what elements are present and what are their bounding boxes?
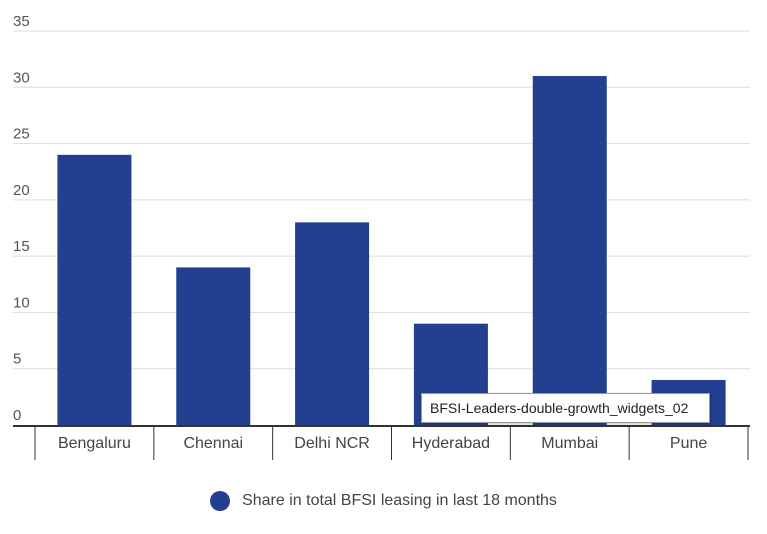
y-tick-label-35: 35: [13, 13, 30, 30]
bar-mumbai[interactable]: [532, 76, 607, 426]
y-tick-label-5: 5: [13, 351, 21, 368]
bar-chart: 0 5 10 15 20 25 30 35 Bengaluru Chennai Delhi NCR H…: [13, 13, 750, 460]
legend-swatch: [210, 491, 231, 511]
tooltip: BFSI-Leaders-double-growth_widgets_02: [421, 393, 710, 423]
bar-delhi-ncr[interactable]: [295, 222, 370, 425]
y-tick-label-30: 30: [13, 69, 30, 86]
x-tick-label-hyderabad: Hyderabad: [412, 435, 490, 452]
y-tick-label-25: 25: [13, 126, 30, 143]
x-tick-label-delhi-ncr: Delhi NCR: [294, 435, 370, 452]
y-tick-label-20: 20: [13, 182, 30, 199]
legend[interactable]: Share in total BFSI leasing in last 18 m…: [0, 488, 767, 514]
y-tick-label-10: 10: [13, 294, 30, 311]
bar-bengaluru[interactable]: [57, 154, 132, 426]
legend-label: Share in total BFSI leasing in last 18 m…: [242, 492, 557, 509]
y-tick-label-0: 0: [13, 407, 21, 424]
y-tick-label-15: 15: [13, 238, 30, 255]
x-tick-label-mumbai: Mumbai: [541, 435, 598, 452]
bar-chennai[interactable]: [176, 267, 251, 425]
x-tick-label-pune: Pune: [670, 435, 707, 452]
x-tick-label-chennai: Chennai: [183, 435, 243, 452]
x-tick-label-bengaluru: Bengaluru: [58, 435, 131, 452]
